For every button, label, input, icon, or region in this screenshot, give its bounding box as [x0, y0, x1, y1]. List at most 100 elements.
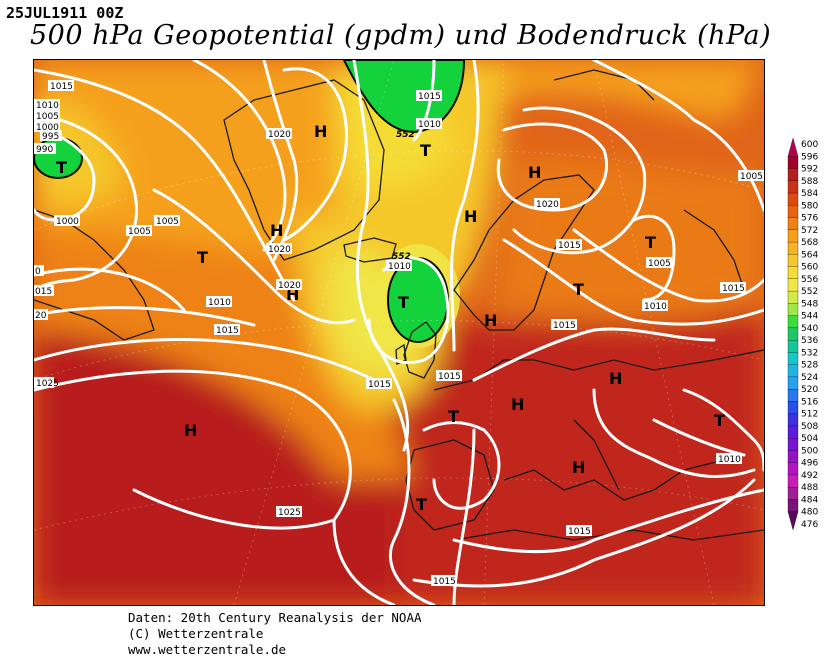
svg-text:1005: 1005 [156, 217, 179, 227]
legend-level-label: 544 [801, 312, 818, 322]
footer-website: www.wetterzentrale.de [128, 642, 287, 657]
legend-level-label: 488 [801, 483, 818, 493]
legend-swatch [787, 364, 799, 378]
legend-level-label: 600 [801, 140, 818, 150]
legend-level-label: 548 [801, 299, 818, 309]
legend-swatch [787, 168, 799, 182]
high-marker: H [609, 369, 622, 388]
svg-text:1025: 1025 [278, 508, 301, 518]
isobar-label: 1020 [276, 279, 302, 291]
isobar-labels: 1015 1010 1005 1000 995 990 1000 1005 10… [34, 80, 764, 587]
isobar-label: 990 [34, 143, 56, 155]
legend-level-label: 552 [801, 287, 818, 297]
isobar-label: 1015 [214, 324, 240, 336]
pressure-centers: H H H H H H H H H H T T T T T T T T T T [56, 122, 725, 514]
legend-swatch [787, 303, 799, 317]
isobar-label: 1005 [126, 225, 152, 237]
legend-level-label: 536 [801, 336, 818, 346]
legend-level-label: 496 [801, 459, 818, 469]
svg-text:1020: 1020 [268, 130, 291, 140]
legend-level-label: 520 [801, 385, 818, 395]
svg-text:1025: 1025 [36, 379, 59, 389]
legend-level-label: 524 [801, 373, 818, 383]
legend-swatch [787, 278, 799, 292]
footer-copyright: (C) Wetterzentrale [128, 626, 264, 641]
isobar-label: 1015 [551, 319, 577, 331]
low-marker: T [573, 280, 584, 299]
svg-text:1015: 1015 [722, 284, 745, 294]
isobar-label: 552 [392, 252, 411, 262]
legend-swatch [787, 266, 799, 280]
low-marker: T [398, 293, 409, 312]
svg-text:1005: 1005 [648, 259, 671, 269]
svg-text:1010: 1010 [644, 302, 667, 312]
isobar-label: 015 [34, 285, 54, 297]
isobar-label: 1005 [154, 215, 180, 227]
legend-level-label: 568 [801, 238, 818, 248]
legend-swatch [787, 352, 799, 366]
legend-level-label: 476 [801, 520, 818, 530]
legend-swatch [787, 254, 799, 268]
svg-text:1010: 1010 [718, 455, 741, 465]
svg-text:995: 995 [42, 132, 59, 142]
legend-level-label: 484 [801, 495, 818, 505]
legend-level-label: 512 [801, 410, 818, 420]
legend-swatch [787, 487, 799, 501]
legend-swatch [787, 339, 799, 354]
high-marker: H [314, 122, 327, 141]
svg-text:1010: 1010 [208, 298, 231, 308]
footer-credits: Daten: 20th Century Reanalysis der NOAA … [128, 610, 422, 658]
legend-level-label: 556 [801, 275, 818, 285]
legend-level-label: 592 [801, 165, 818, 175]
isobar-label: 1015 [720, 282, 746, 294]
svg-text:1015: 1015 [50, 82, 73, 92]
legend-level-label: 516 [801, 397, 818, 407]
isobar-label: 1015 [416, 90, 442, 102]
high-marker: H [528, 163, 541, 182]
low-marker: T [197, 248, 208, 267]
low-marker: T [645, 233, 656, 252]
legend-level-label: 596 [801, 152, 818, 162]
isobar-label: 1005 [34, 110, 60, 122]
legend-swatch [787, 389, 799, 403]
svg-text:1015: 1015 [433, 577, 456, 587]
isobar-label: 0 [34, 265, 44, 277]
isobar-label: 1015 [556, 239, 582, 251]
legend-level-label: 532 [801, 348, 818, 358]
high-marker: H [484, 311, 497, 330]
isobar-label: 1010 [386, 260, 412, 272]
legend-level-label: 572 [801, 226, 818, 236]
isobar-label: 20 [34, 309, 48, 321]
legend-swatch [787, 192, 799, 206]
high-marker: H [270, 221, 283, 240]
isobar-label: 1015 [431, 575, 457, 587]
isobar-label: 995 [40, 130, 62, 142]
svg-text:1000: 1000 [56, 217, 79, 227]
isobar-label: 1010 [716, 453, 742, 465]
isobar-label: 1005 [738, 170, 764, 182]
svg-text:0: 0 [35, 267, 41, 277]
svg-text:552: 552 [396, 130, 415, 140]
legend-level-label: 576 [801, 214, 818, 224]
svg-text:1015: 1015 [438, 372, 461, 382]
svg-text:015: 015 [35, 287, 52, 297]
svg-text:990: 990 [36, 145, 53, 155]
svg-text:1020: 1020 [268, 245, 291, 255]
legend-swatch [787, 401, 799, 415]
legend-level-label: 588 [801, 177, 818, 187]
isobar-label: 1020 [266, 128, 292, 140]
legend-swatch [787, 462, 799, 476]
legend-level-label: 504 [801, 434, 818, 444]
high-marker: H [464, 207, 477, 226]
svg-text:1015: 1015 [553, 321, 576, 331]
legend-level-label: 540 [801, 324, 818, 334]
date-label: 25JUL1911 00Z [6, 4, 124, 22]
svg-text:1005: 1005 [128, 227, 151, 237]
coastlines [34, 69, 764, 541]
isobar-label: 552 [396, 130, 415, 140]
legend-swatch [787, 425, 799, 439]
color-legend: 600 596 592 588 584 580 576 572 568 564 560 556 552 5… [786, 136, 832, 536]
svg-text:1015: 1015 [558, 241, 581, 251]
legend-swatch [787, 241, 799, 255]
legend-swatch [787, 376, 799, 390]
